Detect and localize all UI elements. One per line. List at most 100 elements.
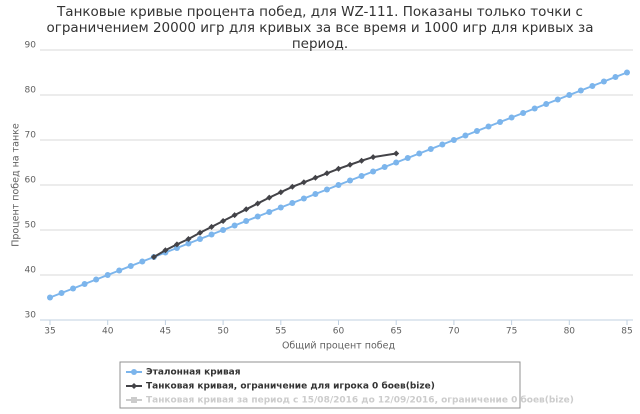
data-point: [323, 186, 330, 193]
x-tick-label: 55: [275, 327, 286, 337]
data-point: [312, 191, 319, 197]
data-point: [381, 164, 388, 170]
data-point: [427, 146, 434, 152]
data-point: [497, 119, 504, 125]
data-point: [566, 92, 573, 98]
data-point: [358, 157, 365, 164]
y-tick-label: 50: [25, 221, 37, 231]
data-point: [289, 200, 296, 206]
y-axis-label: Процент побед на танке: [11, 123, 22, 247]
x-tick-label: 65: [390, 327, 401, 337]
data-point: [600, 78, 607, 85]
legend-label[interactable]: Эталонная кривая: [146, 368, 241, 378]
data-point: [139, 258, 146, 265]
data-point: [173, 241, 180, 248]
data-point: [220, 227, 227, 233]
x-tick-label: 60: [333, 327, 345, 337]
data-point: [300, 179, 307, 186]
data-point: [624, 69, 630, 76]
y-tick-label: 60: [25, 176, 37, 186]
data-point: [116, 267, 123, 274]
data-point: [370, 154, 377, 161]
data-point: [589, 83, 596, 89]
data-point: [358, 173, 365, 179]
data-point: [266, 194, 273, 201]
y-tick-label: 80: [25, 86, 37, 96]
legend-marker: [131, 383, 137, 389]
data-point: [508, 114, 515, 121]
y-tick-label: 30: [25, 311, 37, 321]
x-axis-label: Общий процент побед: [282, 341, 396, 352]
x-tick-label: 70: [448, 327, 460, 337]
data-point: [47, 294, 53, 301]
data-point: [150, 254, 157, 260]
data-point: [289, 183, 296, 190]
data-point: [197, 229, 204, 236]
x-tick-label: 45: [160, 327, 171, 337]
data-point: [185, 240, 192, 247]
data-point: [81, 281, 88, 287]
series-line: [49, 71, 628, 299]
data-point: [127, 263, 134, 269]
data-point: [520, 110, 527, 116]
x-tick-label: 50: [217, 327, 229, 337]
data-point: [254, 200, 261, 207]
legend-label[interactable]: Танковая кривая, ограничение для игрока …: [146, 381, 435, 392]
legend-marker: [131, 397, 137, 403]
data-point: [70, 285, 77, 292]
data-point: [185, 236, 192, 242]
data-point: [393, 159, 400, 166]
series-line: [153, 152, 397, 258]
legend-marker: [131, 369, 137, 375]
x-tick-label: 85: [621, 327, 632, 337]
data-point: [104, 272, 111, 278]
data-point: [277, 204, 284, 211]
data-point: [335, 182, 342, 188]
x-tick-label: 40: [102, 327, 114, 337]
legend-box: [119, 361, 521, 409]
data-point: [416, 150, 423, 157]
data-point: [231, 222, 238, 229]
data-point: [347, 161, 354, 168]
data-point: [208, 231, 215, 238]
data-point: [254, 213, 261, 220]
data-point: [370, 168, 377, 175]
data-point: [243, 218, 250, 224]
data-point: [323, 170, 330, 177]
data-point: [266, 209, 273, 215]
chart-title: Танковые кривые процента побед, для WZ-1…: [46, 4, 594, 52]
data-point: [335, 165, 342, 172]
data-point: [93, 276, 100, 283]
legend-label[interactable]: Танковая кривая за период с 15/08/2016 д…: [146, 395, 574, 406]
data-point: [197, 236, 204, 242]
data-point: [531, 105, 538, 112]
data-point: [393, 150, 400, 157]
data-point: [312, 174, 319, 181]
y-tick-label: 70: [25, 131, 37, 141]
data-point: [162, 249, 169, 256]
data-point: [347, 177, 354, 184]
data-point: [439, 141, 446, 148]
data-point: [554, 96, 561, 103]
x-tick-label: 75: [506, 327, 517, 337]
data-point: [300, 195, 307, 202]
x-tick-label: 80: [564, 327, 576, 337]
y-tick-label: 40: [25, 266, 37, 276]
data-point: [277, 189, 284, 196]
data-point: [450, 137, 457, 143]
data-point: [473, 128, 480, 134]
data-point: [485, 123, 492, 130]
data-point: [58, 290, 65, 296]
data-point: [231, 212, 238, 219]
data-point: [612, 74, 619, 80]
data-point: [150, 254, 157, 260]
data-point: [173, 245, 180, 251]
data-point: [404, 155, 411, 161]
x-tick-label: 35: [44, 327, 55, 337]
data-point: [577, 87, 584, 94]
data-point: [243, 206, 250, 213]
data-point: [162, 247, 169, 254]
data-point: [208, 223, 215, 230]
